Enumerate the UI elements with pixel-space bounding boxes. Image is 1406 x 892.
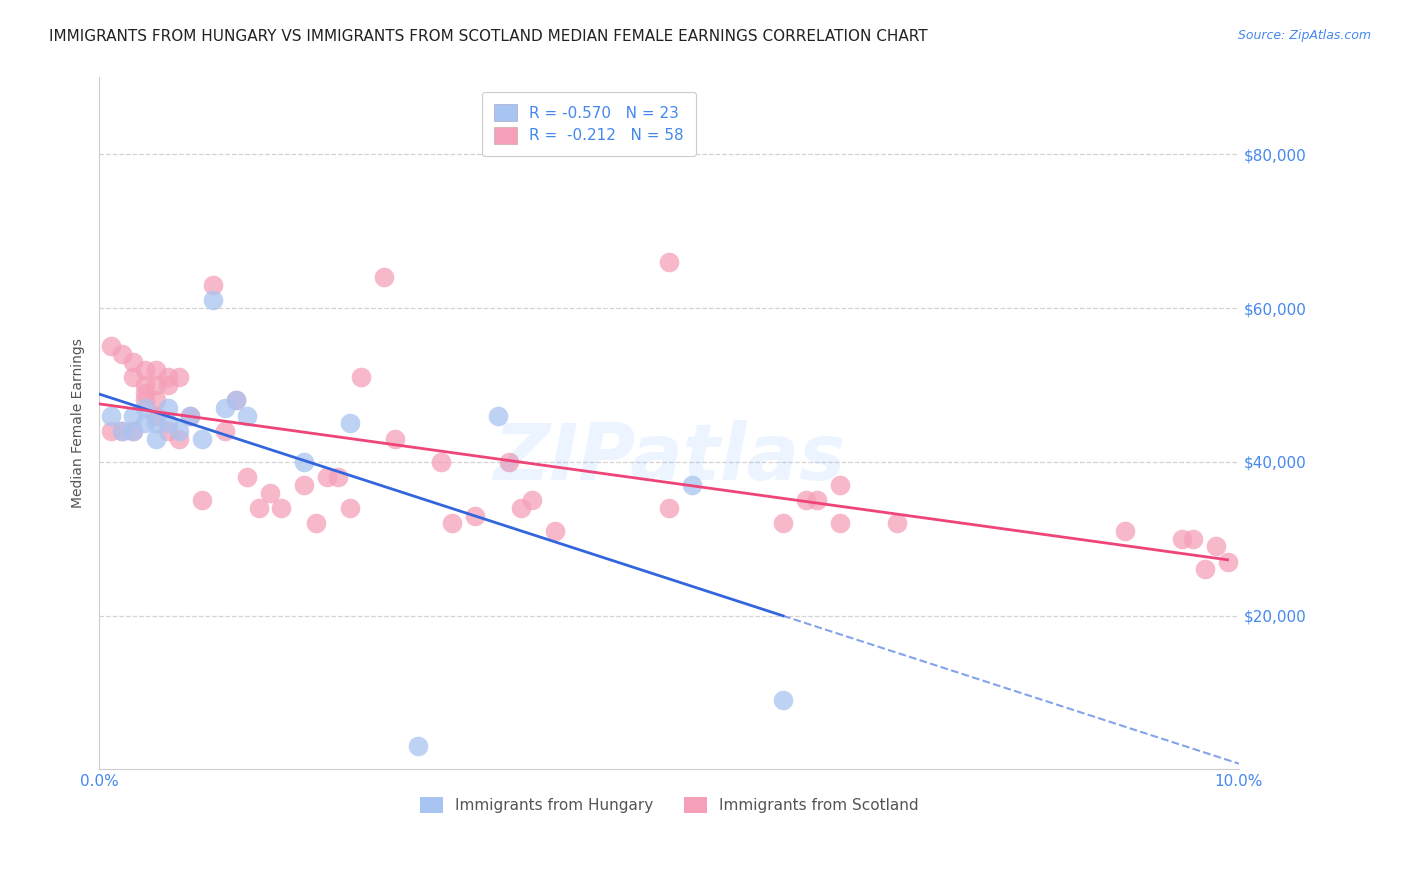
Point xyxy=(122,355,145,369)
Point xyxy=(1171,532,1194,546)
Point xyxy=(406,739,429,754)
Point xyxy=(179,409,201,423)
Point xyxy=(772,693,794,707)
Point xyxy=(122,424,145,438)
Point xyxy=(156,378,179,392)
Point xyxy=(522,493,544,508)
Point xyxy=(828,478,851,492)
Point xyxy=(214,424,236,438)
Point xyxy=(167,424,190,438)
Point xyxy=(156,370,179,384)
Point xyxy=(111,424,134,438)
Point xyxy=(167,432,190,446)
Point xyxy=(111,424,134,438)
Point xyxy=(145,432,167,446)
Point xyxy=(486,409,509,423)
Point xyxy=(134,393,156,408)
Point xyxy=(259,485,281,500)
Point xyxy=(156,424,179,438)
Point xyxy=(270,500,292,515)
Point xyxy=(384,432,406,446)
Point xyxy=(441,516,464,531)
Point xyxy=(305,516,328,531)
Point xyxy=(339,500,361,515)
Text: IMMIGRANTS FROM HUNGARY VS IMMIGRANTS FROM SCOTLAND MEDIAN FEMALE EARNINGS CORRE: IMMIGRANTS FROM HUNGARY VS IMMIGRANTS FR… xyxy=(49,29,928,44)
Point xyxy=(658,255,681,269)
Point xyxy=(1182,532,1205,546)
Point xyxy=(828,516,851,531)
Point xyxy=(202,278,225,293)
Point xyxy=(806,493,828,508)
Point xyxy=(100,339,122,353)
Point xyxy=(122,424,145,438)
Point xyxy=(134,385,156,400)
Point xyxy=(145,378,167,392)
Point xyxy=(145,362,167,376)
Point xyxy=(292,455,315,469)
Point xyxy=(100,409,122,423)
Point xyxy=(1114,524,1136,538)
Point xyxy=(202,293,225,308)
Point xyxy=(190,493,212,508)
Point xyxy=(145,409,167,423)
Point xyxy=(134,362,156,376)
Point xyxy=(509,500,531,515)
Text: Source: ZipAtlas.com: Source: ZipAtlas.com xyxy=(1237,29,1371,42)
Point xyxy=(886,516,908,531)
Point xyxy=(134,401,156,415)
Point xyxy=(1216,555,1239,569)
Point xyxy=(350,370,373,384)
Point xyxy=(247,500,270,515)
Point xyxy=(156,401,179,415)
Y-axis label: Median Female Earnings: Median Female Earnings xyxy=(72,338,86,508)
Point xyxy=(498,455,520,469)
Point xyxy=(100,424,122,438)
Text: ZIPatlas: ZIPatlas xyxy=(494,420,845,496)
Point xyxy=(236,470,259,484)
Point xyxy=(134,417,156,431)
Point xyxy=(430,455,453,469)
Point xyxy=(681,478,703,492)
Point xyxy=(464,508,486,523)
Point xyxy=(167,370,190,384)
Point xyxy=(122,409,145,423)
Point xyxy=(225,393,247,408)
Point xyxy=(373,270,395,285)
Point xyxy=(111,347,134,361)
Point xyxy=(145,393,167,408)
Point xyxy=(1194,562,1216,576)
Point xyxy=(134,378,156,392)
Point xyxy=(544,524,567,538)
Point xyxy=(1205,540,1227,554)
Point xyxy=(225,393,247,408)
Point xyxy=(328,470,350,484)
Point xyxy=(156,417,179,431)
Point xyxy=(179,409,201,423)
Point xyxy=(658,500,681,515)
Point xyxy=(145,417,167,431)
Point xyxy=(339,417,361,431)
Point xyxy=(214,401,236,415)
Legend: Immigrants from Hungary, Immigrants from Scotland: Immigrants from Hungary, Immigrants from… xyxy=(409,786,929,824)
Point xyxy=(190,432,212,446)
Point xyxy=(316,470,339,484)
Point xyxy=(794,493,817,508)
Point xyxy=(292,478,315,492)
Point xyxy=(122,370,145,384)
Point xyxy=(772,516,794,531)
Point xyxy=(236,409,259,423)
